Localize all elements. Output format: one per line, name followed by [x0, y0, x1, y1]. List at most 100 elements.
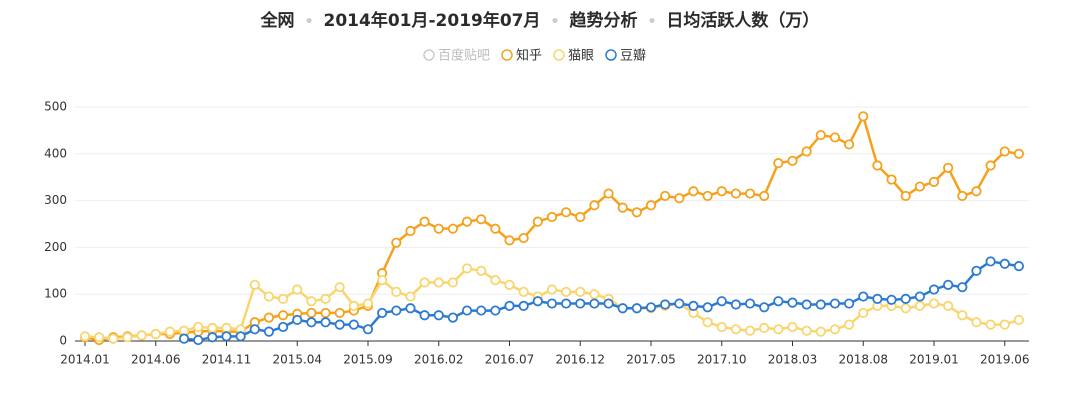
data-point — [94, 332, 105, 343]
data-point — [546, 298, 558, 309]
data-point — [900, 190, 911, 202]
data-point — [801, 146, 812, 157]
data-point — [787, 155, 798, 166]
data-point — [815, 299, 826, 310]
x-tick-label: 2016.02 — [414, 353, 464, 367]
data-point — [476, 265, 487, 276]
data-point — [730, 299, 742, 310]
data-point — [744, 325, 756, 336]
data-point — [136, 330, 147, 341]
data-point — [560, 298, 572, 309]
data-point — [858, 291, 869, 302]
data-point — [306, 317, 317, 328]
data-point — [575, 211, 586, 223]
data-point — [603, 298, 614, 309]
data-point — [688, 186, 699, 197]
data-point — [306, 307, 317, 319]
data-point — [801, 299, 812, 310]
data-point — [928, 284, 940, 295]
data-point — [518, 232, 529, 244]
data-point — [391, 237, 402, 248]
data-point — [277, 321, 289, 333]
x-tick-label: 2018.03 — [768, 353, 818, 367]
data-point — [914, 181, 925, 192]
data-point — [702, 302, 713, 313]
data-point — [575, 298, 586, 309]
y-tick-label: 200 — [44, 240, 67, 254]
data-point — [405, 303, 416, 314]
data-point — [560, 207, 572, 218]
data-point — [249, 279, 260, 290]
data-point — [334, 282, 345, 293]
data-point — [674, 298, 685, 309]
data-point — [546, 284, 558, 295]
data-point — [957, 282, 968, 293]
y-tick-label: 0 — [59, 334, 67, 348]
data-point — [858, 307, 869, 319]
x-tick-label: 2018.08 — [838, 353, 888, 367]
data-point — [518, 286, 529, 297]
data-point — [277, 293, 289, 304]
title-part: 全网 — [260, 11, 295, 31]
data-point — [362, 324, 374, 335]
x-tick-label: 2014.06 — [131, 353, 181, 367]
data-point — [178, 333, 190, 344]
data-point — [617, 202, 628, 213]
x-tick-label: 2014.01 — [60, 353, 110, 367]
data-point — [108, 333, 119, 344]
data-point — [461, 305, 473, 316]
data-point — [957, 190, 968, 202]
data-point — [617, 303, 628, 314]
data-point — [433, 277, 444, 288]
title-separator: • — [550, 14, 560, 30]
data-point — [759, 322, 770, 333]
data-point — [985, 319, 996, 330]
data-point — [490, 305, 501, 316]
data-point — [872, 160, 883, 171]
data-point — [716, 321, 727, 333]
data-point — [476, 305, 487, 316]
data-point — [815, 129, 826, 141]
data-point — [560, 286, 572, 297]
x-tick-label: 2014.11 — [202, 353, 252, 367]
data-point — [348, 319, 359, 330]
data-point — [504, 300, 515, 311]
data-point — [943, 300, 954, 311]
data-point — [900, 303, 911, 314]
data-point — [787, 297, 798, 308]
data-point — [490, 275, 501, 286]
data-point — [660, 299, 671, 310]
legend-label: 猫眼 — [568, 49, 594, 64]
data-point — [306, 296, 317, 307]
data-point — [631, 303, 642, 314]
legend-marker — [501, 49, 513, 61]
data-point — [405, 225, 416, 237]
data-point — [193, 334, 204, 346]
data-point — [207, 322, 218, 333]
data-point — [957, 310, 968, 321]
data-point — [999, 319, 1010, 330]
data-point — [263, 326, 275, 337]
data-point — [829, 324, 841, 335]
data-point — [377, 307, 388, 319]
data-point — [249, 324, 260, 335]
y-tick-label: 300 — [44, 193, 67, 207]
data-point — [645, 200, 657, 211]
data-point — [1013, 261, 1025, 272]
data-point — [391, 305, 402, 316]
data-point — [377, 275, 388, 286]
data-point — [943, 162, 954, 173]
data-point — [928, 176, 940, 187]
data-point — [787, 321, 798, 333]
data-point — [292, 314, 303, 326]
data-point — [589, 200, 600, 211]
data-point — [348, 300, 359, 311]
data-point — [773, 324, 784, 335]
data-point — [631, 207, 642, 218]
chart-title: 全网 • 2014年01月-2019年07月 • 趋势分析 • 日均活跃人数（万） — [0, 6, 1080, 31]
data-point — [744, 298, 756, 309]
data-point — [122, 332, 133, 343]
data-point — [759, 190, 770, 202]
data-point — [815, 326, 826, 337]
